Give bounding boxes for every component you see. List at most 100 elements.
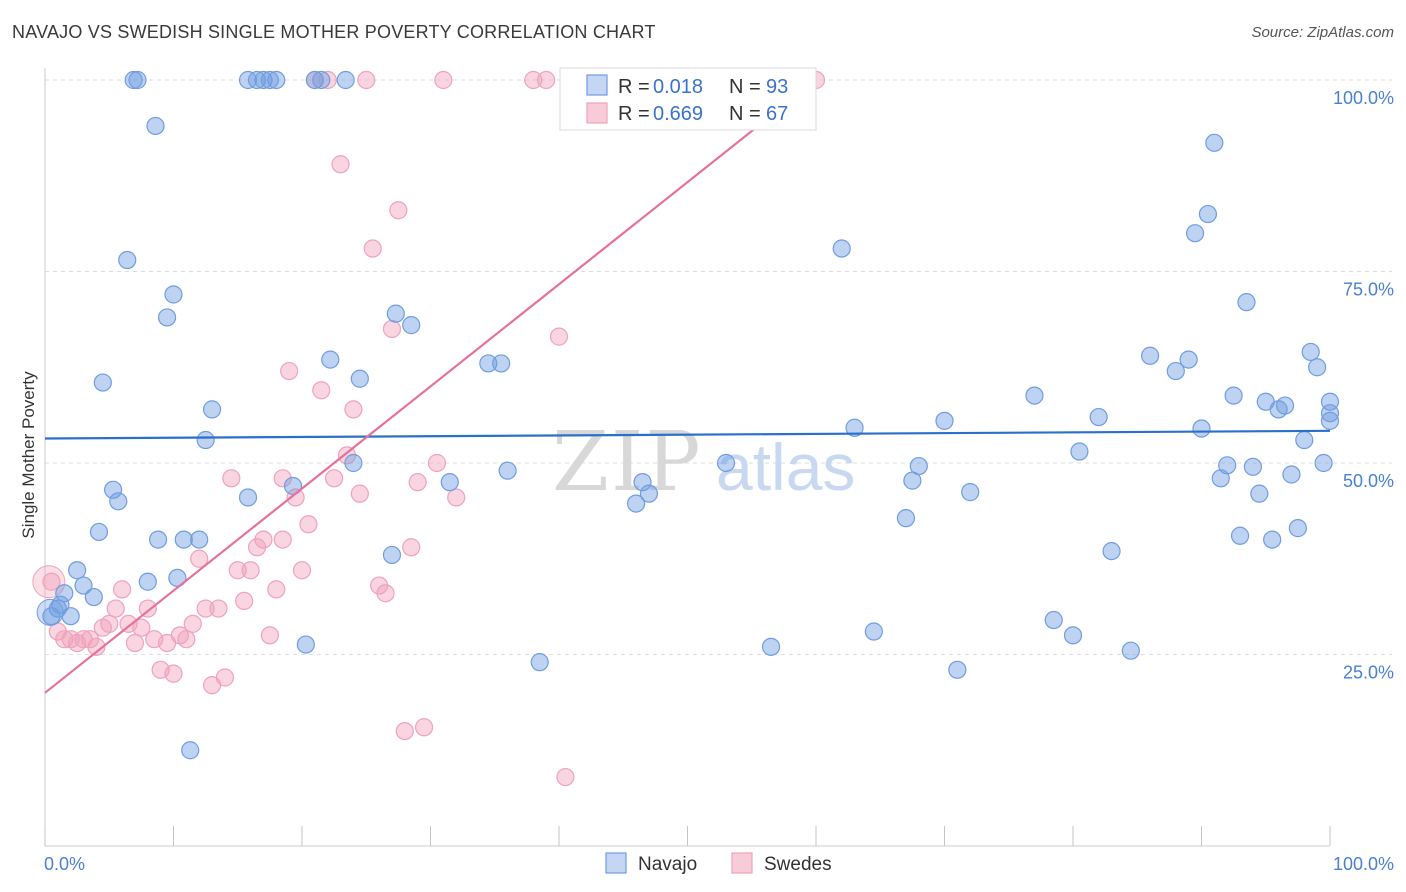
navajo-point-10 xyxy=(104,480,123,499)
navajo-point-26 xyxy=(238,488,258,507)
swedes-point-9 xyxy=(100,614,119,633)
bottom-swatch-navajo xyxy=(605,852,627,874)
navajo-point-95 xyxy=(1320,411,1340,430)
navajo-point-86 xyxy=(1263,530,1282,549)
swedes-trend-line xyxy=(44,79,817,694)
swedes-point-34 xyxy=(260,626,279,645)
swedes-point-35 xyxy=(267,580,286,599)
swedes-point-38 xyxy=(280,361,299,381)
legend-r-label-1: R = xyxy=(618,76,650,98)
navajo-point-97 xyxy=(1320,392,1340,411)
navajo-point-45 xyxy=(492,354,511,373)
swedes-point-61 xyxy=(434,70,453,90)
navajo-point-62 xyxy=(948,660,967,679)
legend-navajo-label: Navajo xyxy=(638,854,697,875)
swedes-point-48 xyxy=(344,400,363,419)
navajo-point-28 xyxy=(247,70,267,90)
navajo-point-7 xyxy=(84,587,103,607)
axes xyxy=(44,68,1331,847)
swedes-point-31 xyxy=(241,561,260,580)
navajo-point-68 xyxy=(1089,407,1108,427)
navajo-point-47 xyxy=(530,653,549,672)
navajo-point-90 xyxy=(1288,519,1307,538)
legend-n-label-2: N = xyxy=(729,103,761,125)
legend-r-value-2: 0.669 xyxy=(653,103,703,125)
swedes-point-36 xyxy=(273,530,292,549)
navajo-point-14 xyxy=(128,70,147,90)
swedes-point-29 xyxy=(228,561,247,580)
navajo-point-16 xyxy=(146,116,165,136)
swedes-point-62 xyxy=(447,488,466,507)
navajo-point-41 xyxy=(386,304,405,323)
legend-r-value-1: 0.018 xyxy=(653,76,703,98)
navajo-point-72 xyxy=(1166,361,1185,381)
y-tick-labels: 100.0% 75.0% 50.0% 25.0% xyxy=(1333,88,1394,683)
navajo-point-64 xyxy=(1025,386,1044,405)
navajo-point-21 xyxy=(174,530,193,549)
swedes-point-51 xyxy=(363,239,382,258)
navajo-point-38 xyxy=(344,453,363,473)
legend-n-value-2: 67 xyxy=(766,103,788,125)
navajo-point-31 xyxy=(267,70,286,90)
navajo-cluster-point xyxy=(36,598,64,626)
swedes-point-65 xyxy=(549,327,569,346)
navajo-point-91 xyxy=(1295,430,1314,450)
navajo-point-88 xyxy=(1275,396,1295,415)
navajo-point-81 xyxy=(1230,526,1250,545)
y-axis-label: Single Mother Poverty xyxy=(19,371,38,539)
swedes-point-22 xyxy=(183,614,202,633)
navajo-point-75 xyxy=(1192,419,1211,438)
swedes-point-56 xyxy=(395,721,414,741)
navajo-point-57 xyxy=(864,622,883,641)
swedes-point-57 xyxy=(402,538,421,557)
navajo-point-23 xyxy=(190,530,209,549)
bottom-swatch-swedes xyxy=(731,852,753,874)
navajo-point-58 xyxy=(896,509,916,528)
swedes-point-11 xyxy=(112,580,132,599)
navajo-point-43 xyxy=(440,473,459,492)
navajo-point-53 xyxy=(716,453,736,473)
swedes-point-63 xyxy=(524,70,543,90)
svg-text:atlas: atlas xyxy=(716,430,855,504)
swedes-point-58 xyxy=(408,473,427,492)
swedes-point-24 xyxy=(196,599,215,618)
navajo-point-11 xyxy=(109,492,128,511)
navajo-point-70 xyxy=(1121,641,1140,660)
y-tick-label-3: 25.0% xyxy=(1343,663,1394,683)
swedes-point-7 xyxy=(87,637,106,656)
navajo-point-94 xyxy=(1314,453,1333,473)
navajo-point-52 xyxy=(639,484,659,503)
swedes-point-66 xyxy=(556,767,575,787)
navajo-point-69 xyxy=(1102,541,1121,561)
swedes-point-14 xyxy=(132,618,151,637)
swedes-point-50 xyxy=(357,70,376,90)
navajo-point-50 xyxy=(626,494,646,513)
swedes-point-15 xyxy=(138,599,157,618)
navajo-point-37 xyxy=(336,70,355,90)
navajo-point-66 xyxy=(1063,626,1083,645)
series-legend: Navajo Swedes xyxy=(605,852,832,875)
navajo-point-15 xyxy=(138,572,157,591)
watermark: ZIP atlas xyxy=(552,415,855,510)
x-tick-label-1: 100.0% xyxy=(1333,854,1394,874)
navajo-point-60 xyxy=(909,456,928,476)
source-label: Source: ZipAtlas.com xyxy=(1251,24,1394,41)
navajo-point-65 xyxy=(1044,610,1063,630)
stats-legend: R = 0.018 N = 93 R = 0.669 N = 67 xyxy=(559,67,817,131)
navajo-points xyxy=(36,70,1340,760)
navajo-point-54 xyxy=(761,637,781,656)
swedes-point-55 xyxy=(389,201,408,220)
swedes-point-21 xyxy=(177,630,196,649)
svg-text:ZIP: ZIP xyxy=(552,415,703,510)
swedes-point-37 xyxy=(273,469,292,488)
navajo-point-29 xyxy=(254,70,273,90)
navajo-point-39 xyxy=(350,369,369,388)
legend-n-value-1: 93 xyxy=(766,76,788,98)
navajo-point-51 xyxy=(633,473,652,492)
navajo-point-74 xyxy=(1185,224,1205,243)
swedes-point-64 xyxy=(537,70,556,90)
legend-swatch-navajo xyxy=(586,74,608,96)
navajo-point-22 xyxy=(181,741,200,760)
navajo-point-77 xyxy=(1205,133,1224,152)
navajo-point-5 xyxy=(68,561,87,580)
